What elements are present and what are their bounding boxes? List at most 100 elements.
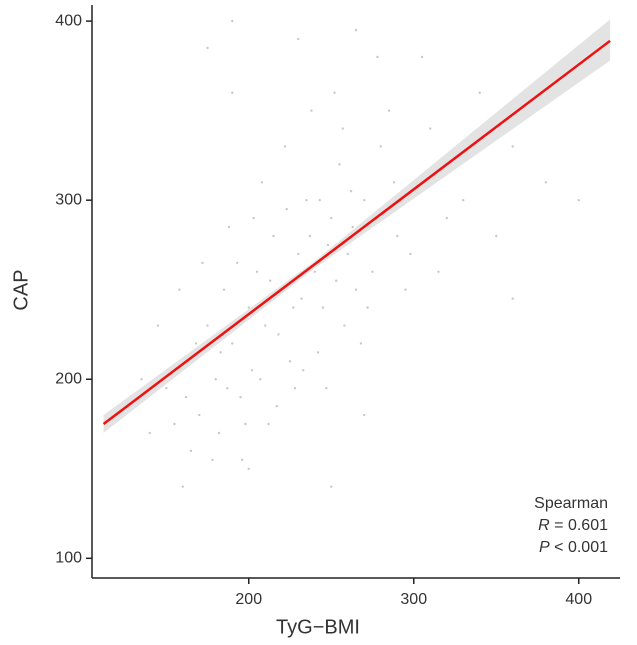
point: [354, 288, 358, 291]
point: [338, 163, 341, 166]
point: [325, 386, 328, 390]
point: [292, 306, 295, 309]
point: [227, 225, 231, 229]
point: [226, 386, 229, 390]
point: [269, 279, 272, 282]
point: [409, 252, 412, 256]
point: [211, 458, 214, 462]
point: [544, 181, 547, 184]
point: [247, 467, 250, 470]
point: [376, 55, 379, 59]
point: [201, 261, 204, 265]
point: [387, 109, 391, 112]
point: [404, 288, 407, 291]
point: [420, 55, 424, 59]
point: [297, 37, 300, 41]
point: [371, 270, 374, 274]
confidence-band: [103, 19, 611, 433]
y-tick-label: 200: [55, 370, 82, 387]
point: [343, 324, 346, 327]
point: [231, 19, 234, 23]
point: [349, 190, 353, 193]
point: [335, 279, 338, 282]
point: [297, 252, 300, 256]
y-tick-label: 400: [55, 12, 82, 29]
point: [181, 485, 184, 488]
point: [272, 234, 275, 238]
point: [173, 422, 176, 426]
annotation-symbol: P: [539, 539, 550, 556]
point: [363, 198, 366, 202]
point: [354, 28, 358, 32]
point: [148, 431, 151, 435]
point: [288, 360, 292, 363]
point: [366, 306, 369, 309]
annotation-text: < 0.001: [554, 539, 608, 556]
point: [330, 485, 333, 488]
annotation-line: R = 0.601: [538, 517, 608, 534]
point: [275, 404, 278, 408]
point: [326, 243, 330, 247]
point: [244, 422, 247, 426]
point: [333, 91, 336, 94]
point: [260, 181, 264, 184]
point: [462, 198, 465, 202]
point: [396, 234, 399, 238]
point: [445, 216, 448, 220]
point: [217, 431, 221, 435]
y-tick-label: 300: [55, 191, 82, 208]
point: [239, 395, 242, 399]
point: [194, 342, 198, 345]
point: [198, 413, 201, 417]
point: [577, 198, 580, 202]
point: [240, 458, 244, 462]
point: [310, 109, 313, 112]
point: [392, 181, 396, 184]
point: [219, 351, 222, 354]
point: [156, 324, 160, 327]
annotation-line: P < 0.001: [539, 539, 608, 556]
x-axis-title: TyG−BMI: [276, 616, 360, 638]
point: [318, 198, 321, 202]
point: [511, 297, 514, 300]
point: [316, 351, 320, 354]
point: [206, 324, 209, 327]
point: [283, 145, 287, 148]
point: [236, 261, 239, 265]
point: [231, 342, 234, 345]
y-axis-title: CAP: [10, 269, 32, 310]
annotation-text: = 0.601: [554, 517, 608, 534]
y-tick-label: 100: [55, 550, 82, 567]
point: [214, 378, 217, 381]
point: [321, 306, 325, 309]
point: [264, 324, 267, 327]
point: [231, 91, 234, 94]
point: [285, 207, 288, 211]
point: [379, 145, 382, 148]
point: [478, 91, 481, 94]
point: [255, 270, 259, 274]
point: [351, 225, 354, 229]
point: [184, 395, 188, 399]
point: [189, 449, 193, 453]
point: [165, 386, 168, 390]
point: [308, 234, 311, 238]
point: [300, 297, 303, 300]
point: [206, 46, 209, 50]
point: [293, 386, 297, 390]
point: [363, 413, 366, 417]
point: [259, 378, 262, 381]
point: [305, 198, 308, 202]
point: [313, 270, 316, 274]
point: [178, 288, 181, 291]
point: [429, 127, 432, 130]
point: [250, 369, 254, 372]
point: [511, 145, 514, 148]
point: [437, 270, 440, 274]
annotation-symbol: R: [538, 517, 550, 534]
x-tick-label: 200: [235, 591, 262, 608]
x-tick-label: 300: [400, 591, 427, 608]
x-tick-label: 400: [565, 591, 592, 608]
point: [267, 422, 270, 426]
